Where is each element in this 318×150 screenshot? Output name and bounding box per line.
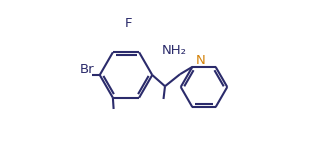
Text: F: F — [125, 17, 132, 30]
Text: NH₂: NH₂ — [162, 44, 187, 57]
Text: N: N — [195, 54, 205, 66]
Text: Br: Br — [80, 63, 94, 76]
